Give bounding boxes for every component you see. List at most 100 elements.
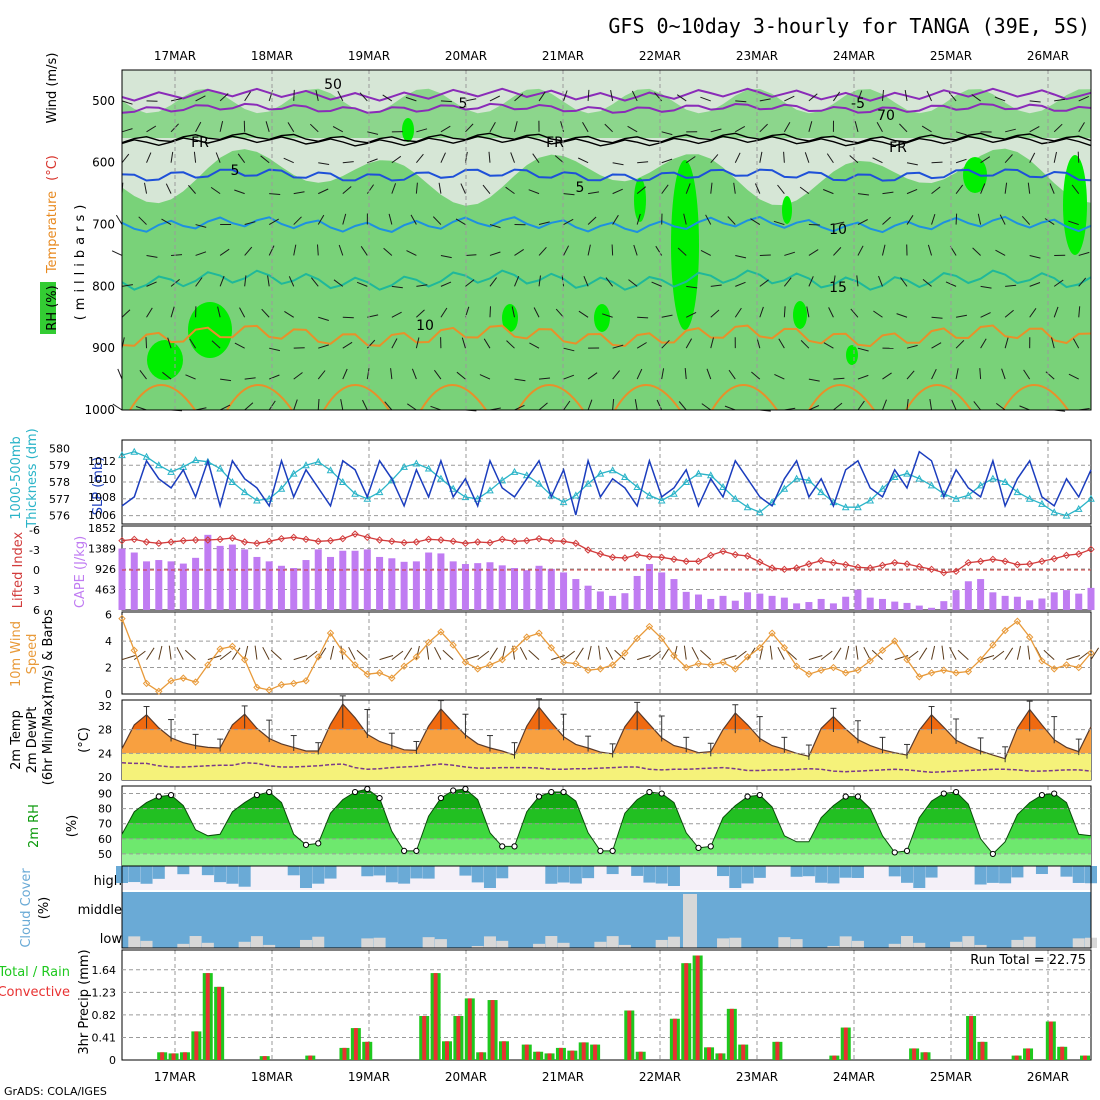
wind-barb	[661, 184, 669, 194]
wind10-barb	[1004, 647, 1014, 660]
wind-barb	[211, 340, 221, 349]
wind-barb	[489, 121, 496, 133]
thickness-point	[805, 476, 813, 484]
cloud-low-bar	[1011, 939, 1024, 948]
wind10-point	[694, 659, 703, 668]
wind10-point	[1050, 665, 1058, 673]
wind-barb	[406, 250, 417, 256]
wind-barb	[808, 121, 813, 132]
thickness-point	[216, 464, 224, 472]
thickness-point	[743, 503, 752, 511]
wind10-point	[584, 666, 592, 674]
cape-bar	[756, 593, 764, 610]
temp2m-label-2: 2m DewPt	[25, 707, 40, 774]
wind-barb	[219, 275, 225, 287]
cloud-low-bar	[729, 937, 742, 948]
thickness-point	[1001, 477, 1009, 485]
cloud-high-bar	[324, 866, 337, 879]
thickness-point	[571, 491, 580, 499]
cape-bar	[241, 549, 249, 610]
wind-barb	[751, 371, 761, 380]
li-point	[841, 560, 850, 569]
wind10-barb	[614, 649, 626, 660]
wind-barb	[189, 338, 197, 349]
wind-barb	[416, 128, 428, 133]
wind-barb	[833, 247, 842, 256]
wind-barb	[514, 276, 520, 287]
isotherm-surface-loop	[226, 384, 293, 411]
wind-barb	[260, 155, 270, 164]
wind-barb	[538, 246, 547, 256]
wind10-point	[670, 651, 678, 660]
isotherm-line	[121, 215, 1092, 234]
precip-tick: 0	[109, 1054, 116, 1067]
precip-conv-bar	[445, 1041, 449, 1060]
wind-barb	[759, 151, 763, 163]
wind-barb	[360, 246, 368, 256]
wind-barb	[955, 368, 959, 380]
wind-barb	[733, 182, 736, 194]
cape-bar	[192, 557, 200, 610]
wind-barb	[823, 342, 834, 349]
thickness-point	[1050, 508, 1059, 516]
wind-barb	[267, 275, 270, 287]
wind-barb	[710, 128, 722, 133]
precip-conv-bar	[456, 1016, 461, 1060]
wind-barb	[627, 125, 638, 133]
wind10-point	[290, 679, 298, 688]
cloud-high-bar	[667, 866, 680, 887]
wind-barb	[514, 248, 524, 256]
wind-barb	[1053, 306, 1059, 318]
cape-bar	[596, 591, 604, 610]
li-point	[1038, 557, 1046, 566]
wind-barb	[636, 342, 647, 349]
wind-barb	[510, 152, 515, 163]
li-point	[1075, 550, 1083, 558]
li-point	[682, 557, 690, 566]
contour-label: 50	[324, 77, 342, 93]
wind10-barb	[146, 647, 155, 660]
thickness-point	[755, 508, 764, 516]
cape-bar	[327, 556, 335, 610]
wind10-point	[191, 678, 200, 686]
precip-conv-bar	[672, 1018, 677, 1060]
rh2m-point	[756, 791, 763, 799]
thickness-point	[694, 469, 703, 477]
thickness-point	[1074, 504, 1083, 512]
wind-barb	[293, 372, 303, 380]
thickness-point	[277, 484, 286, 492]
date-label-top: 17MAR	[154, 49, 196, 63]
wind-barb	[971, 94, 981, 102]
panels-layer: 17MAR 17MAR 18MAR 18MAR 19MAR 19MAR 20MAR 20MAR…	[29, 49, 1100, 1084]
cloud-frame	[121, 865, 1092, 949]
wind10-barb	[734, 650, 747, 661]
thickness-point	[400, 462, 408, 470]
rh-upper-band	[122, 88, 1091, 138]
wind-barb	[195, 95, 206, 102]
thickness-label-1: 1000-500mb	[9, 436, 24, 520]
wind-barb	[244, 275, 247, 287]
cape-bar	[866, 597, 874, 610]
wind10-barb	[957, 649, 969, 660]
wind-barb	[833, 221, 845, 226]
wind-barb	[710, 337, 714, 349]
wind10-point	[498, 655, 506, 664]
wind-barb	[1004, 309, 1014, 318]
wind-barb	[980, 312, 991, 318]
wind-barb	[342, 161, 354, 164]
li-point	[191, 536, 200, 544]
cloud-low-bar	[483, 936, 496, 948]
li-point	[142, 538, 151, 546]
wind-barb	[456, 371, 466, 380]
wind-barb	[1054, 98, 1066, 102]
rh-saturated-blob	[846, 345, 858, 365]
li-point	[670, 555, 678, 564]
wind-barb	[973, 401, 981, 411]
wind-barb	[633, 244, 638, 256]
pressure-level-label: 700	[92, 218, 115, 232]
cloud-high-bar	[582, 866, 595, 879]
wind-barb	[410, 214, 417, 225]
cloud-low-bar	[312, 936, 325, 948]
wind-barb	[833, 377, 845, 380]
wind-barb	[683, 213, 687, 225]
